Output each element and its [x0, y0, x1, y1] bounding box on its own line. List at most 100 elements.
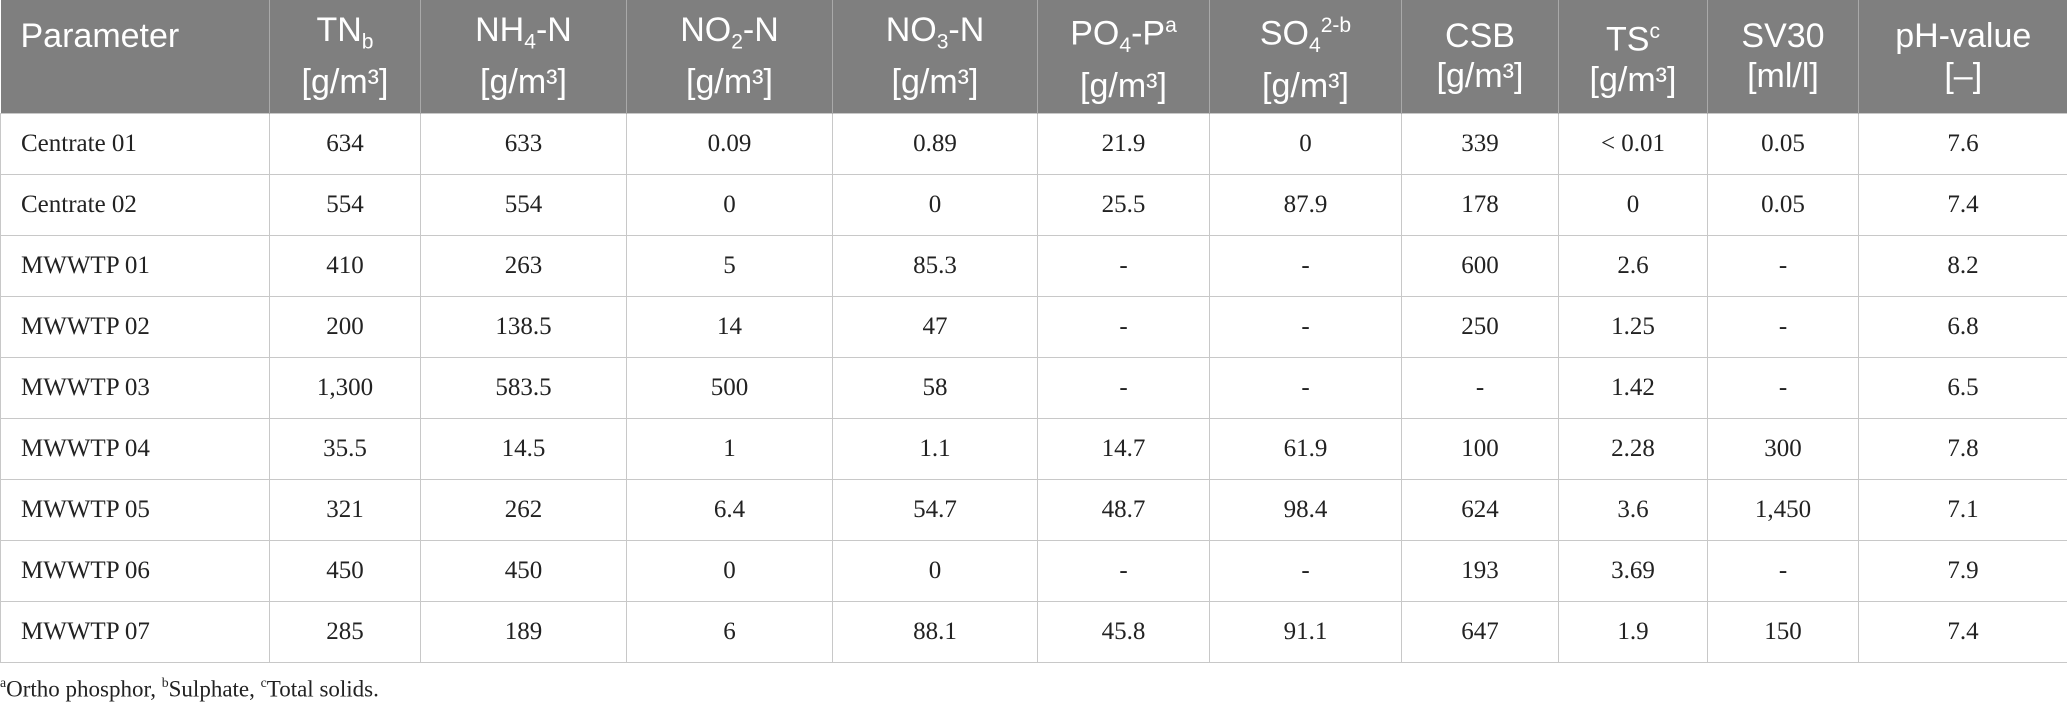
footnote: aOrtho phosphor, bSulphate, cTotal solid…	[0, 663, 2067, 703]
header-cell: TNb [g/m³]	[269, 0, 421, 113]
cell: -	[1037, 295, 1210, 358]
table-row: MWWTP 06 450 450 0 0- -193 3.69-7.9	[0, 539, 2067, 602]
cell: 2.6	[1558, 234, 1708, 297]
cell: 0	[832, 173, 1038, 236]
cell: 14	[626, 295, 833, 358]
cell: 25.5	[1037, 173, 1210, 236]
cell: 21.9	[1037, 112, 1210, 175]
text: TN	[316, 11, 362, 50]
cell: -	[1209, 295, 1402, 358]
superscript: a	[1165, 14, 1177, 38]
cell: -	[1209, 234, 1402, 297]
cell: 14.7	[1037, 417, 1210, 480]
cell: 450	[269, 539, 421, 602]
header-label: NO3-N	[839, 10, 1031, 62]
cell: 138.5	[420, 295, 627, 358]
cell: 200	[269, 295, 421, 358]
subscript: 4	[524, 30, 536, 54]
superscript: c	[260, 674, 267, 690]
cell: 633	[420, 112, 627, 175]
cell: -	[1707, 234, 1859, 297]
cell: 6.4	[626, 478, 833, 541]
header-label: Parameter	[21, 16, 250, 56]
header-label: SO42-b	[1216, 6, 1395, 66]
superscript: c	[1649, 20, 1660, 44]
header-cell: SO42-b [g/m³]	[1209, 0, 1402, 113]
cell: 189	[420, 600, 627, 663]
cell: 1.1	[832, 417, 1038, 480]
superscript: a	[0, 674, 7, 690]
table-body: Centrate 01 634 633 0.09 0.89 21.9 0 339 < 0.01 0…	[0, 112, 2067, 663]
superscript: b	[161, 674, 169, 690]
subscript: 4	[1308, 34, 1321, 58]
cell: 1,450	[1707, 478, 1859, 541]
cell: 7.6	[1858, 112, 2067, 175]
cell: -	[1037, 539, 1210, 602]
subscript: b	[361, 30, 374, 54]
cell: 1,300	[269, 356, 421, 419]
subscript: 2	[731, 30, 743, 54]
cell: 2.28	[1558, 417, 1708, 480]
cell: 600	[1401, 234, 1559, 297]
cell: < 0.01	[1558, 112, 1708, 175]
cell: 61.9	[1209, 417, 1402, 480]
text: pH-value	[1895, 17, 2032, 56]
table-row: Centrate 02 554 554 0 0 25.5 87.9 178 0 0.05 7.4	[0, 173, 2067, 236]
table-row: MWWTP 01 410 263 5 85.3- -600 2.6-8.2	[0, 234, 2067, 297]
cell: 0.09	[626, 112, 833, 175]
cell: 0.05	[1707, 112, 1859, 175]
cell: 7.4	[1858, 173, 2067, 236]
cell: -	[1401, 356, 1559, 419]
cell: 178	[1401, 173, 1559, 236]
cell: 7.4	[1858, 600, 2067, 663]
cell: 0	[626, 539, 833, 602]
text: -N	[948, 11, 985, 50]
subscript: 3	[936, 30, 949, 54]
cell: 0	[626, 173, 833, 236]
cell: 0	[832, 539, 1038, 602]
text: Total solids.	[266, 676, 379, 702]
cell: 410	[269, 234, 421, 297]
header-label: pH-value	[1865, 16, 2062, 56]
row-label: MWWTP 02	[0, 295, 270, 358]
table-row: Centrate 01 634 633 0.09 0.89 21.9 0 339 < 0.01 0…	[0, 112, 2067, 175]
header-cell: NO2-N [g/m³]	[626, 0, 833, 113]
cell: -	[1707, 539, 1859, 602]
cell: 3.69	[1558, 539, 1708, 602]
cell: 193	[1401, 539, 1559, 602]
cell: 98.4	[1209, 478, 1402, 541]
table-row: MWWTP 05 321 262 6.4 54.7 48.7 98.4 624 3.6 1,450…	[0, 478, 2067, 541]
cell: 88.1	[832, 600, 1038, 663]
cell: 48.7	[1037, 478, 1210, 541]
cell: 7.9	[1858, 539, 2067, 602]
row-label: Centrate 02	[0, 173, 270, 236]
cell: 8.2	[1858, 234, 2067, 297]
cell: 1.25	[1558, 295, 1708, 358]
cell: 647	[1401, 600, 1559, 663]
cell: 5	[626, 234, 833, 297]
row-label: MWWTP 01	[0, 234, 270, 297]
cell: 583.5	[420, 356, 627, 419]
text: -P	[1131, 14, 1166, 53]
header-cell: CSB [g/m³]	[1401, 0, 1559, 113]
table-row: MWWTP 07 285 189 6 88.1 45.8 91.1 647 1.9 150 7.4	[0, 600, 2067, 663]
text: SO	[1259, 14, 1309, 53]
header-label: SV30	[1714, 16, 1852, 56]
cell: 58	[832, 356, 1038, 419]
table-header: Parameter TNb [g/m³] NH4-N [g/m³] NO2-N [g/m³]…	[0, 0, 2067, 113]
cell: 1.9	[1558, 600, 1708, 663]
text: Parameter	[20, 17, 180, 55]
cell: 500	[626, 356, 833, 419]
table-row: MWWTP 02 200 138.5 14 47- -250 1.25-6.8	[0, 295, 2067, 358]
cell: 339	[1401, 112, 1559, 175]
table-row: MWWTP 04 35.5 14.5 1 1.1 14.7 61.9 100 2.28 300 7.…	[0, 417, 2067, 480]
header-unit: [g/m³]	[1080, 67, 1167, 106]
cell: 150	[1707, 600, 1859, 663]
header-label: CSB	[1408, 16, 1552, 56]
cell: 0	[1209, 112, 1402, 175]
header-row: Parameter TNb [g/m³] NH4-N [g/m³] NO2-N [g/m³]…	[0, 0, 2067, 113]
text: NO	[680, 11, 732, 50]
cell: 0.05	[1707, 173, 1859, 236]
row-label: MWWTP 07	[0, 600, 270, 663]
